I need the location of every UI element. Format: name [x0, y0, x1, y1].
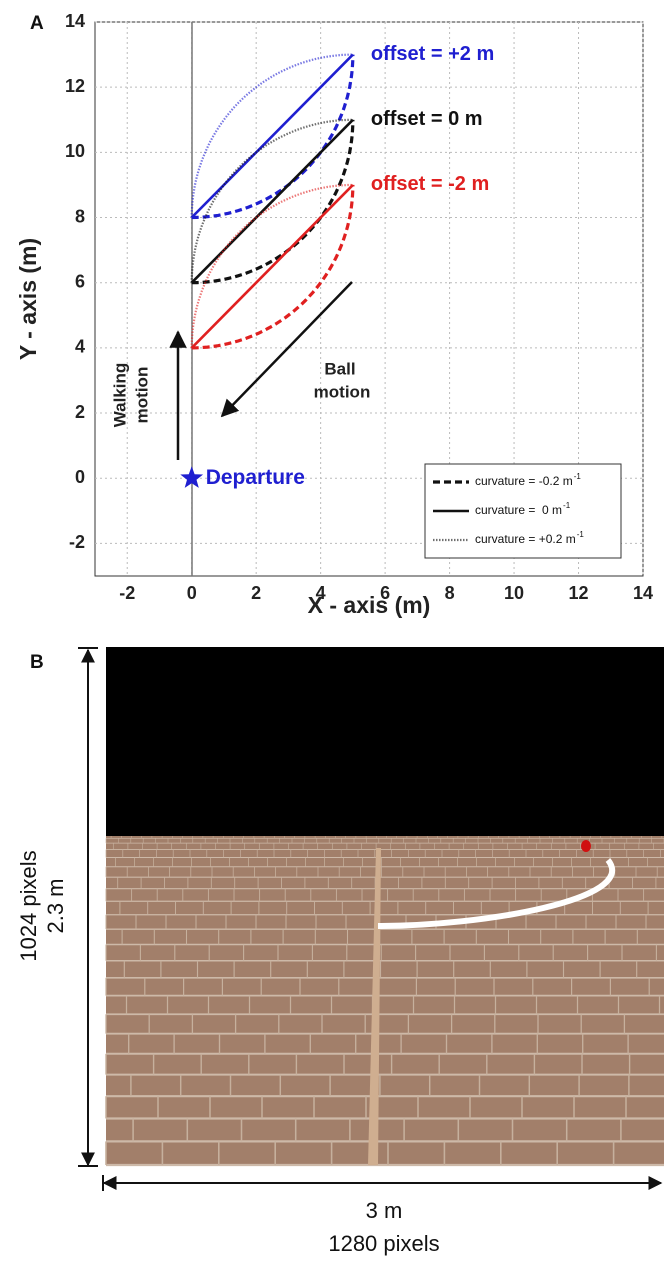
y-tick-label: 2 — [75, 402, 85, 422]
trajectory — [190, 53, 353, 218]
offset-label: offset = -2 m — [371, 173, 489, 195]
trajectory — [190, 118, 353, 283]
walking-label: Walking — [110, 363, 129, 428]
legend-superscript: -1 — [563, 501, 571, 510]
y-tick-label: 6 — [75, 271, 85, 291]
walking-label: motion — [132, 367, 151, 424]
legend-superscript: -1 — [577, 530, 585, 539]
brick-floor — [105, 836, 664, 1167]
legend-label: curvature = -0.2 m — [475, 474, 573, 488]
offset-label: offset = 0 m — [371, 108, 483, 130]
departure-label: Departure — [206, 466, 305, 489]
ball-arrow — [220, 281, 353, 418]
trajectory — [191, 119, 355, 285]
panel-label: B — [30, 652, 44, 673]
trajectory — [190, 53, 354, 219]
panel-label: A — [30, 13, 44, 34]
ball — [581, 840, 591, 852]
trajectory — [191, 54, 355, 220]
departure-star — [180, 466, 204, 488]
x-tick-label: 4 — [316, 583, 326, 603]
panel-b: B 1024 pixels 2.3 m 3 m 1280 pixels — [16, 647, 664, 1256]
sky — [106, 647, 664, 837]
x-tick-label: 8 — [445, 583, 455, 603]
y-tick-label: 4 — [75, 337, 85, 357]
x-axis-title: X - axis (m) — [308, 592, 431, 618]
legend-label: curvature = +0.2 m — [475, 532, 576, 546]
x-tick-label: 2 — [251, 583, 261, 603]
trajectory — [190, 183, 354, 349]
offset-label: offset = +2 m — [371, 43, 494, 65]
trajectory — [191, 184, 355, 350]
y-axis-title: Y - axis (m) — [15, 238, 41, 360]
x-tick-label: -2 — [119, 583, 135, 603]
trajectory — [190, 183, 353, 348]
y-tick-label: 10 — [65, 141, 85, 161]
ball-label: Ball — [324, 359, 355, 378]
width-pixels: 1280 pixels — [328, 1231, 439, 1256]
center-stripe — [368, 848, 381, 1165]
height-pixels: 1024 pixels — [16, 850, 41, 961]
y-tick-label: -2 — [69, 532, 85, 552]
x-tick-label: 0 — [187, 583, 197, 603]
legend-label: curvature = 0 m — [475, 503, 562, 517]
ball-trail — [377, 858, 615, 929]
x-tick-label: 6 — [380, 583, 390, 603]
x-tick-label: 12 — [569, 583, 589, 603]
legend-superscript: -1 — [574, 472, 582, 481]
panel-a: A Walking motion Ball motion X - axis (m… — [15, 11, 653, 618]
ground — [106, 836, 664, 1165]
y-tick-label: 12 — [65, 76, 85, 96]
x-tick-label: 10 — [504, 583, 524, 603]
ball-label: motion — [314, 382, 371, 401]
y-tick-label: 14 — [65, 11, 85, 31]
trajectory — [190, 118, 354, 284]
trajectories — [190, 53, 355, 350]
height-meters: 2.3 m — [43, 878, 68, 933]
y-tick-label: 8 — [75, 206, 85, 226]
y-tick-label: 0 — [75, 467, 85, 487]
width-meters: 3 m — [366, 1198, 403, 1223]
x-tick-label: 14 — [633, 583, 653, 603]
